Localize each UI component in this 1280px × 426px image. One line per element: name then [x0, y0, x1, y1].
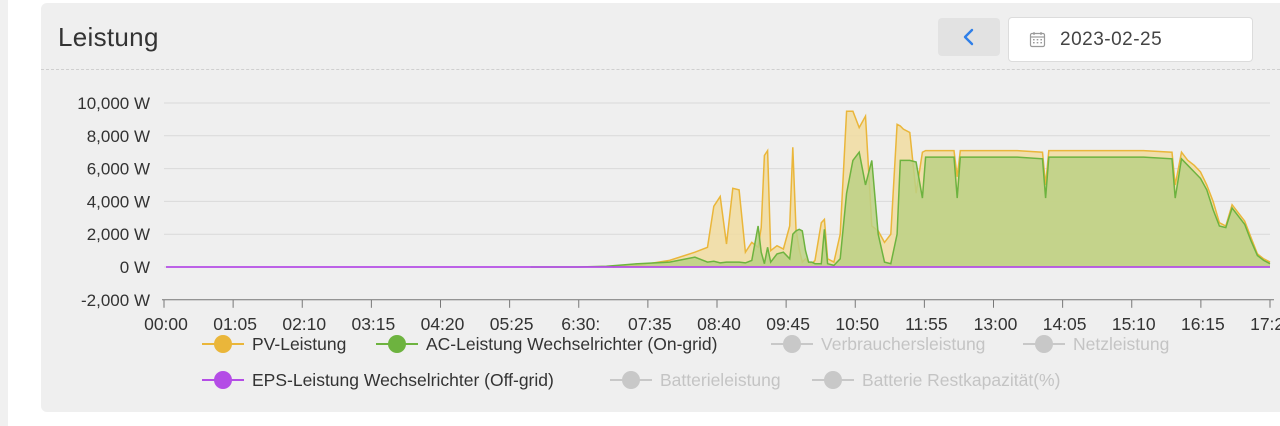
x-tick-label: 13:00: [974, 314, 1018, 334]
legend-marker-icon: [201, 333, 245, 355]
legend-item-eps[interactable]: EPS-Leistung Wechselrichter (Off-grid): [201, 369, 554, 391]
x-tick-label: 14:05: [1043, 314, 1087, 334]
panel-title: Leistung: [58, 22, 159, 52]
y-tick-label: 0 W: [120, 258, 150, 277]
y-tick-label: 8,000 W: [87, 127, 150, 146]
header-divider: [41, 69, 1280, 70]
x-tick-label: 11:55: [905, 314, 948, 334]
x-tick-label: 17:20: [1250, 314, 1280, 334]
x-tick-label: 09:45: [766, 314, 810, 334]
y-tick-label: 4,000 W: [87, 192, 150, 211]
legend-item-pv[interactable]: PV-Leistung: [201, 333, 346, 355]
legend-marker-icon: [770, 333, 814, 355]
y-tick-label: 2,000 W: [87, 225, 150, 244]
legend-item-battery_soc[interactable]: Batterie Restkapazität(%): [811, 369, 1060, 391]
x-tick-label: 6:30:: [561, 314, 600, 334]
y-tick-label: 10,000 W: [77, 94, 150, 113]
y-tick-label: 6,000 W: [87, 160, 150, 179]
legend-label: Verbrauchersleistung: [821, 333, 986, 354]
x-tick-label: 15:10: [1112, 314, 1156, 334]
x-tick-label: 07:35: [628, 314, 672, 334]
legend-marker-icon: [375, 333, 419, 355]
legend-label: Netzleistung: [1073, 333, 1170, 354]
legend-label: EPS-Leistung Wechselrichter (Off-grid): [252, 369, 554, 390]
calendar-icon: [1029, 31, 1046, 48]
legend-label: Batterie Restkapazität(%): [862, 369, 1061, 390]
legend-marker-icon: [811, 369, 855, 391]
legend-item-ac[interactable]: AC-Leistung Wechselrichter (On-grid): [375, 333, 717, 355]
legend-item-grid[interactable]: Netzleistung: [1022, 333, 1169, 355]
legend-label: PV-Leistung: [252, 333, 347, 354]
x-tick-label: 03:15: [351, 314, 395, 334]
legend-marker-icon: [609, 369, 653, 391]
x-tick-label: 16:15: [1181, 314, 1225, 334]
legend-label: AC-Leistung Wechselrichter (On-grid): [426, 333, 718, 354]
x-tick-label: 01:05: [213, 314, 257, 334]
x-tick-label: 02:10: [282, 314, 326, 334]
x-tick-label: 08:40: [697, 314, 741, 334]
chevron-left-icon: [963, 28, 974, 46]
series-line-pv: [612, 110, 1271, 268]
x-tick-label: 05:25: [490, 314, 534, 334]
x-tick-label: 10:50: [835, 314, 879, 334]
x-tick-label: 00:00: [144, 314, 188, 334]
series-line-ac: [530, 150, 1271, 268]
y-tick-label: -2,000 W: [81, 291, 150, 310]
legend-marker-icon: [1022, 333, 1066, 355]
series-area-ac: [530, 152, 1270, 267]
date-value: 2023-02-25: [1060, 28, 1163, 50]
previous-day-button[interactable]: [938, 18, 1000, 56]
date-picker[interactable]: 2023-02-25: [1008, 17, 1253, 62]
legend-marker-icon: [201, 369, 245, 391]
legend-item-battery[interactable]: Batterieleistung: [609, 369, 781, 391]
legend-item-consumer[interactable]: Verbrauchersleistung: [770, 333, 985, 355]
power-panel: Leistung 2023-02-25: [41, 3, 1280, 412]
page-edge: [0, 0, 8, 426]
x-tick-label: 04:20: [421, 314, 465, 334]
legend-label: Batterieleistung: [660, 369, 781, 390]
